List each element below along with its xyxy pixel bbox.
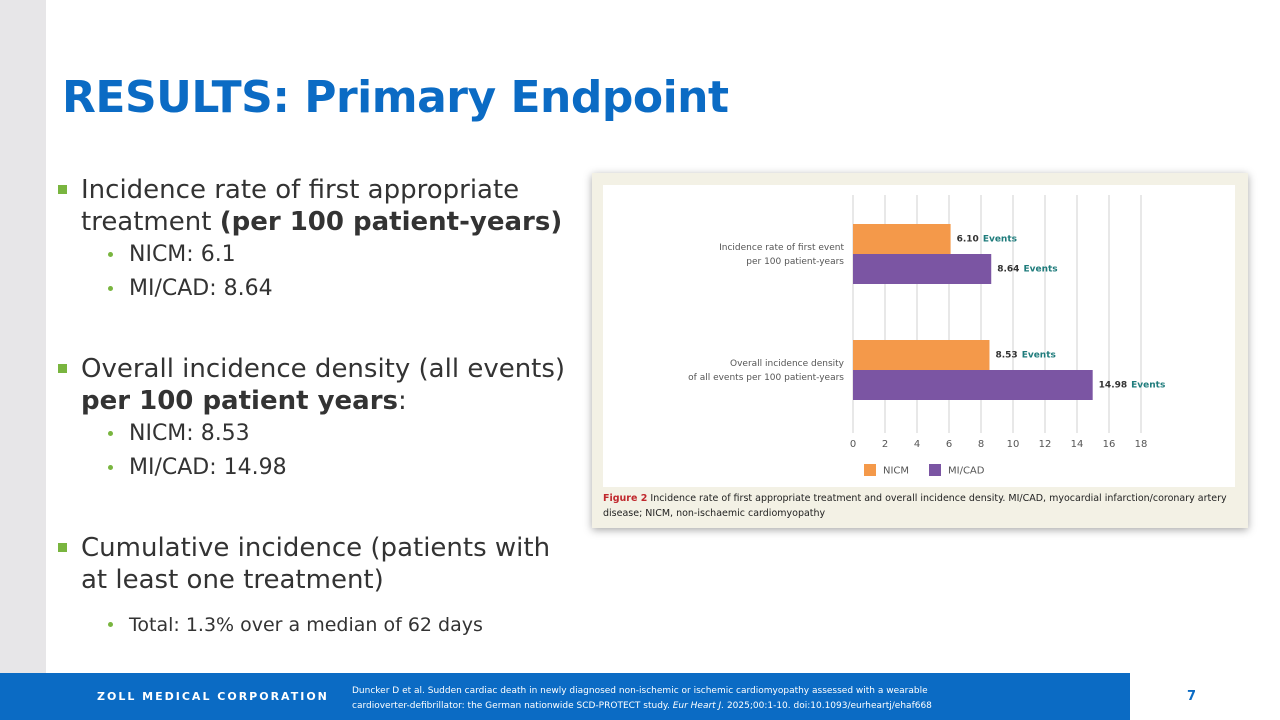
value-label: 6.10 [957,235,979,245]
side-strip [0,0,46,673]
caption-label: Figure 2 [603,493,648,504]
bar [853,370,1093,400]
bullet: Cumulative incidence (patients with at l… [58,532,578,642]
legend-swatch [929,464,941,476]
value-label: 8.64 [997,265,1019,275]
category-label: Overall incidence density of all events p… [688,359,845,383]
caption: Figure 2 Incidence rate of first appropr… [603,491,1239,521]
x-tick-label: 18 [1135,439,1148,450]
citation-run: Eur Heart J. [672,701,725,711]
citation-run: 2025;00:1-10. doi:10.1093/eurheartj/ehaf… [724,701,932,711]
x-tick-label: 8 [978,439,984,450]
value-label: 14.98 [1099,381,1127,391]
caption-text: Incidence rate of first appropriate trea… [603,493,1227,519]
citation: Duncker D et al. Sudden cardiac death in… [352,684,972,714]
value-suffix: Events [1131,381,1165,391]
sub-bullet: MI/CAD: 14.98 [58,451,578,485]
bullet: Overall incidence density (all events) p… [58,353,578,485]
x-tick-label: 2 [882,439,888,450]
value-suffix: Events [983,235,1017,245]
text-run: Incidence rate of first appropriate trea… [81,175,520,237]
category-label: Incidence rate of first event per 100 pat… [719,243,844,267]
x-tick-label: 14 [1071,439,1084,450]
legend-swatch [864,464,876,476]
company-name: ZOLL MEDICAL CORPORATION [97,690,329,703]
x-tick-label: 10 [1007,439,1020,450]
value-suffix: Events [1023,265,1057,275]
bullet: Incidence rate of first appropriate trea… [58,174,578,306]
x-tick-label: 6 [946,439,952,450]
legend-label: NICM [883,466,909,477]
sub-bullet: Total: 1.3% over a median of 62 days [58,608,578,642]
x-tick-label: 0 [850,439,856,450]
bar [853,224,951,254]
text-run: Overall incidence density (all events) [81,354,566,384]
value-suffix: Events [1022,351,1056,361]
bullet-text: Cumulative incidence (patients with at l… [58,532,578,596]
sub-bullet: MI/CAD: 8.64 [58,272,578,306]
citation-run: Duncker D et al. Sudden cardiac death in… [352,686,928,711]
page-number: 7 [1187,689,1197,704]
value-label: 8.53 [995,351,1017,361]
x-tick-label: 16 [1103,439,1116,450]
legend-label: MI/CAD [948,466,985,477]
bar [853,340,990,370]
text-run: : [398,386,407,416]
x-tick-label: 4 [914,439,920,450]
bullet-text: Overall incidence density (all events) p… [58,353,578,417]
text-run: Cumulative incidence (patients with at l… [81,533,551,595]
sub-bullet: NICM: 6.1 [58,238,578,272]
text-run: (per 100 patient-years) [219,207,563,237]
footer: ZOLL MEDICAL CORPORATION Duncker D et al… [0,673,1130,720]
sub-bullet: NICM: 8.53 [58,417,578,451]
bar [853,254,992,284]
chart: 0 2 4 6 8 10 12 14 16 18 Incidence rate of first e… [603,185,1235,487]
text-run: per 100 patient years [81,386,398,416]
figure: 0 2 4 6 8 10 12 14 16 18 Incidence rate of first e… [592,173,1248,528]
slide-title: RESULTS: Primary Endpoint [62,72,729,123]
bullet-text: Incidence rate of first appropriate trea… [58,174,578,238]
x-tick-label: 12 [1039,439,1052,450]
